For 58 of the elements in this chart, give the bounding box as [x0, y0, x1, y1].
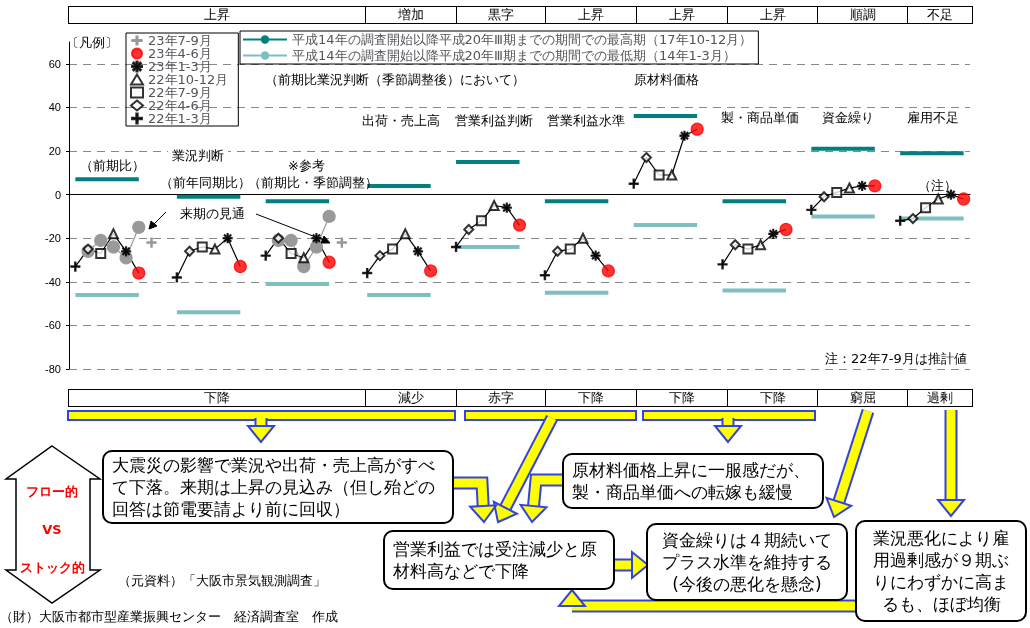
y-tick-label: 60 [48, 57, 61, 70]
text: （元資料）「大阪市景気観測調査」 [118, 573, 326, 589]
text: 順調 [817, 6, 908, 24]
annotation: 業況判断 [168, 148, 228, 164]
text: 増加 [365, 6, 457, 24]
text: 下降 [636, 389, 728, 407]
annotation: 原材料価格 [634, 72, 699, 88]
text: （前期比業況判断（季節調整後）において） [265, 72, 525, 88]
y-tick-label: 20 [48, 145, 61, 157]
y-tick-label: -40 [45, 275, 61, 288]
text: 減少 [365, 389, 457, 407]
text: 過剰 [907, 389, 973, 407]
legend-label: 平成14年の調査開始以降平成20年Ⅲ期までの期間での最低期（14年1-3月） [292, 48, 736, 63]
text: 上昇 [68, 6, 366, 24]
text: 不足 [907, 6, 973, 24]
annotation: 〔凡例〕 [66, 35, 118, 51]
text: 資金繰りは４期続いてプラス水準を維持する(今後の悪化を懸念) [661, 529, 833, 595]
text: 上昇 [636, 6, 728, 24]
text: 下降 [545, 389, 637, 407]
annotation: 注：22年7-9月は推計値 [825, 351, 967, 367]
annotation: （注） [918, 178, 957, 194]
text: 営業利益では受注減少と原材料高などで下降 [393, 538, 598, 582]
annotation: 営業利益判断 [455, 113, 533, 129]
text: 黒字 [456, 6, 546, 24]
annotation: ※参考 [288, 158, 325, 174]
y-tick-label: 40 [48, 101, 61, 114]
text: フロー的 [25, 484, 79, 500]
text: 赤字 [456, 389, 546, 407]
text: 原材料価格上昇に一服感だが、製・商品単価への転嫁も緩慢 [572, 459, 811, 503]
annotation: （前期比） [80, 158, 145, 174]
text: VS [41, 522, 63, 538]
annotation: 雇用不足 [907, 110, 959, 126]
annotation: 来期の見通 [180, 206, 245, 222]
text: 大震災の影響で業況や出荷・売上高がすべて下落。来期は上昇の見込み（但し殆どの回答は節電要請より前に回収） [112, 454, 436, 520]
legend-label: 23年7-9月 [148, 33, 212, 48]
text: ストック的 [18, 560, 86, 576]
text: 下降 [727, 389, 818, 407]
legend-label: 23年4-6月 [148, 46, 212, 61]
legend-label: 22年10-12月 [148, 72, 229, 87]
text: 上昇 [545, 6, 637, 24]
annotation: （前年同期比） [160, 175, 251, 191]
y-tick-label: -80 [45, 363, 61, 375]
legend-label: 22年1-3月 [148, 111, 212, 126]
y-tick-label: 0 [54, 188, 61, 201]
text: 窮屈 [817, 389, 908, 407]
text: （財）大阪市都市型産業振興センター 経済調査室 作成 [0, 609, 338, 625]
y-tick-label: -60 [45, 319, 61, 332]
text: 上昇 [727, 6, 818, 24]
legend-label: 平成14年の調査開始以降平成20年Ⅲ期までの期間での最高期（17年10-12月） [292, 32, 753, 47]
annotation: 出荷・売上高 [362, 113, 440, 129]
y-tick-label: -20 [45, 232, 61, 245]
annotation: 資金繰り [822, 110, 874, 126]
annotation: 営業利益水準 [547, 113, 625, 129]
annotation: （前期比・季節調整） [248, 175, 378, 191]
text: 下降 [68, 389, 366, 407]
text: 業況悪化により雇用過剰感が９期ぶりにわずかに高まるも、ほぼ均衡 [872, 527, 1010, 615]
annotation: 製・商品単価 [721, 110, 799, 126]
legend-label: 22年7-9月 [148, 85, 212, 100]
